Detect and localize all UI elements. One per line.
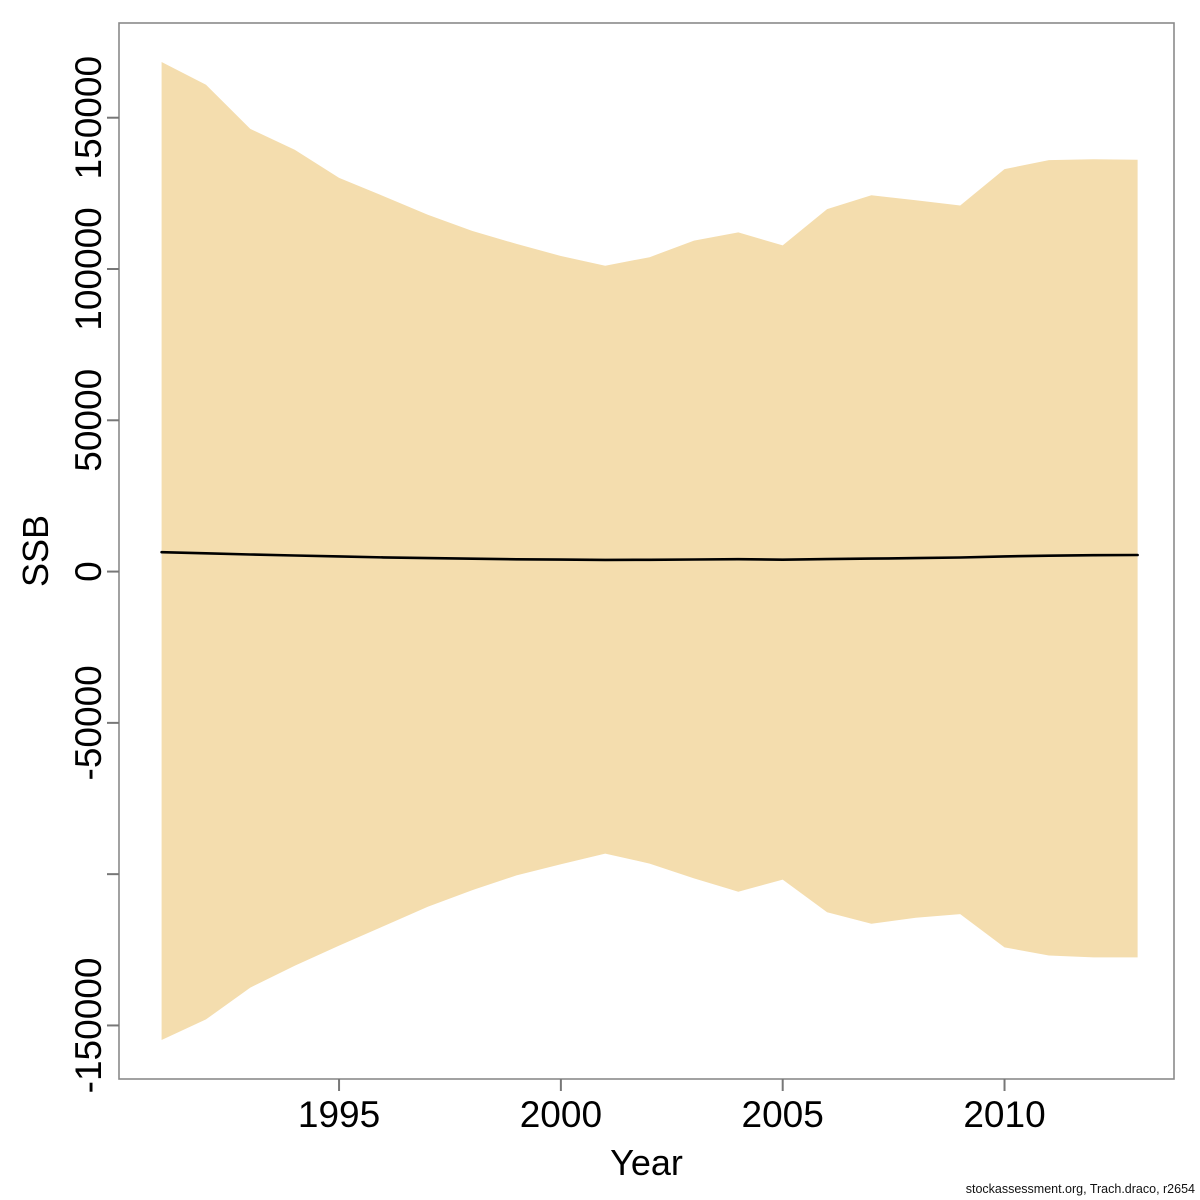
x-tick-label-2000: 2000: [520, 1094, 602, 1135]
y-tick-label-150000: 150000: [68, 56, 109, 179]
y-tick-label--150000: -150000: [68, 958, 109, 1094]
watermark: stockassessment.org, Trach.draco, r2654: [965, 1182, 1195, 1196]
confidence-band: [161, 62, 1138, 1040]
y-tick-label-100000: 100000: [68, 207, 109, 330]
y-axis-title: SSB: [15, 514, 56, 588]
ssb-estimate-line: [160, 550, 1139, 562]
y-tick-label-0: 0: [68, 561, 109, 582]
x-tick-label-2010: 2010: [963, 1094, 1045, 1135]
x-tick-label-2005: 2005: [742, 1094, 824, 1135]
plot-frame: [118, 22, 1175, 1080]
x-axis-title: Year: [610, 1142, 683, 1183]
x-tick-label-1995: 1995: [298, 1094, 380, 1135]
y-tick-label-50000: 50000: [68, 369, 109, 472]
y-tick-label--50000: -50000: [68, 665, 109, 780]
